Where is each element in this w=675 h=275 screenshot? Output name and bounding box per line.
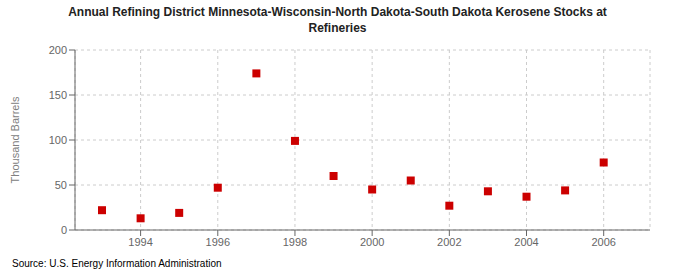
svg-text:0: 0 <box>61 224 67 236</box>
svg-text:1994: 1994 <box>128 236 152 248</box>
svg-text:50: 50 <box>55 179 67 191</box>
svg-text:1996: 1996 <box>206 236 230 248</box>
svg-text:2000: 2000 <box>360 236 384 248</box>
svg-text:1998: 1998 <box>283 236 307 248</box>
svg-text:2006: 2006 <box>591 236 615 248</box>
svg-text:Thousand Barrels: Thousand Barrels <box>9 96 21 183</box>
svg-text:2004: 2004 <box>514 236 538 248</box>
svg-text:100: 100 <box>49 134 67 146</box>
svg-text:150: 150 <box>49 89 67 101</box>
html-text:Refineries: Refineries <box>308 21 367 35</box>
svg-text:2002: 2002 <box>437 236 461 248</box>
html-text:Annual Refining District Minne: Annual Refining District Minnesota-Wisco… <box>68 5 607 19</box>
svg-text:200: 200 <box>49 44 67 56</box>
html-text:Source: U.S. Energy Informatio: Source: U.S. Energy Information Administ… <box>12 258 222 269</box>
